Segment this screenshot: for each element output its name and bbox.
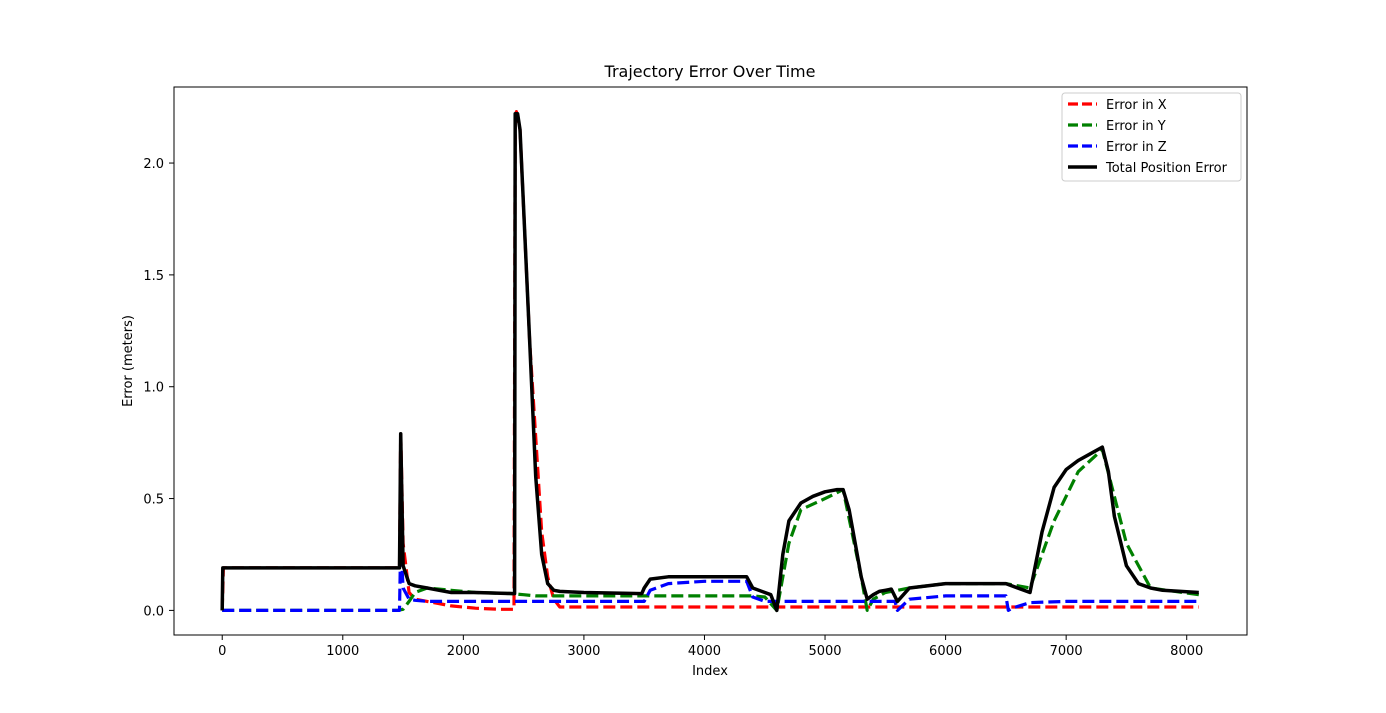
series-line-1 — [222, 447, 1200, 613]
x-axis: 0 1000 2000 3000 4000 5000 6000 7000 8000 — [218, 635, 1203, 659]
x-tick-label: 8000 — [1170, 644, 1203, 659]
y-tick-label: 0.5 — [143, 493, 164, 508]
x-tick-label: 4000 — [688, 644, 721, 659]
x-tick-label: 1000 — [326, 644, 359, 659]
y-tick-label: 1.5 — [143, 269, 164, 284]
y-axis: 0.0 0.5 1.0 1.5 2.0 — [143, 157, 174, 619]
legend-box — [1061, 92, 1242, 182]
legend-label: Total Position Error — [1105, 161, 1228, 176]
y-axis-label: Error (meters) — [121, 315, 136, 407]
x-tick-label: 2000 — [447, 644, 480, 659]
legend-label: Error in X — [1106, 98, 1167, 113]
y-tick-label: 0.0 — [143, 604, 164, 619]
series-layer — [220, 109, 1200, 613]
series-line-3 — [220, 112, 1199, 613]
legend: Error in X Error in Y Error in Z Total Posi… — [1061, 92, 1242, 182]
x-axis-label: Index — [692, 664, 728, 679]
legend-label: Error in Z — [1106, 140, 1167, 155]
x-tick-label: 7000 — [1050, 644, 1083, 659]
y-tick-label: 2.0 — [143, 157, 164, 172]
x-tick-label: 5000 — [808, 644, 841, 659]
legend-label: Error in Y — [1106, 119, 1166, 134]
y-tick-label: 1.0 — [143, 381, 164, 396]
plot-area-frame — [173, 86, 1248, 636]
x-tick-label: 6000 — [929, 644, 962, 659]
series-line-2 — [222, 541, 1199, 613]
x-tick-label: 0 — [218, 644, 226, 659]
x-tick-label: 3000 — [567, 644, 600, 659]
chart-title: Trajectory Error Over Time — [604, 62, 816, 81]
